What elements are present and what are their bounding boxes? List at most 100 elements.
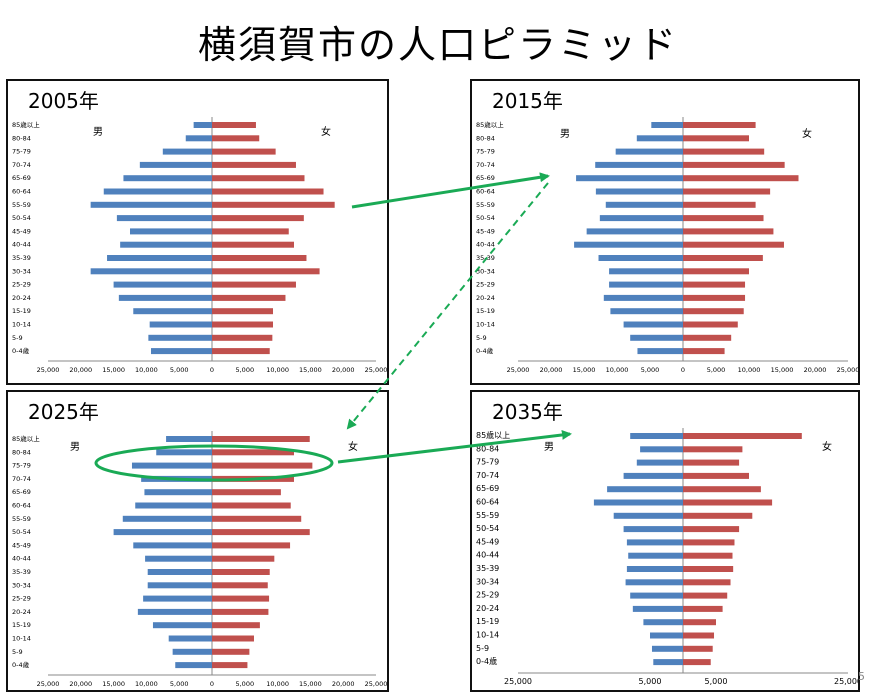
female-bar	[212, 188, 324, 195]
male-bar	[651, 645, 683, 652]
male-bar	[626, 539, 683, 546]
female-bar	[212, 334, 273, 341]
x-tick-label: 25,000	[37, 366, 60, 374]
male-bar	[175, 662, 212, 669]
age-label: 80-84	[12, 134, 31, 142]
x-tick-label: 20,000	[332, 680, 355, 688]
age-label: 30-34	[12, 581, 31, 589]
age-label: 75-79	[476, 458, 499, 467]
female-bar	[683, 592, 728, 599]
male-bar	[133, 542, 212, 549]
x-tick-label: 0	[210, 366, 214, 374]
age-label: 35-39	[12, 568, 31, 576]
female-bar	[212, 436, 310, 442]
male-bar	[574, 241, 683, 248]
male-bar	[609, 281, 683, 288]
x-tick-label: 20,000	[69, 366, 92, 374]
male-bar	[630, 433, 683, 439]
x-tick-label: 25,000	[504, 677, 532, 686]
male-bar	[150, 348, 212, 355]
female-bar	[683, 566, 734, 572]
female-bar	[683, 472, 749, 479]
chart-panel-2035: 2035年 85歳以上 80-84 75-79 70-74 65-69 60-64 55-5…	[470, 390, 860, 692]
pyramid-chart: 85歳以上 80-84 75-79 70-74 65-69 60-64 55-59 50-54…	[12, 431, 387, 688]
age-label: 55-59	[12, 515, 31, 523]
age-label: 70-74	[12, 161, 31, 169]
x-tick-label: 10,000	[135, 366, 158, 374]
male-bar	[643, 619, 683, 626]
age-label: 85歳以上	[12, 120, 40, 129]
female-bar	[212, 294, 286, 301]
x-tick-label: 5,000	[170, 366, 189, 374]
male-bar	[653, 659, 683, 666]
x-tick-label: 15,000	[299, 680, 322, 688]
female-label: 女	[321, 125, 331, 138]
age-label: 40-44	[476, 551, 499, 560]
age-label: 80-84	[476, 444, 499, 453]
female-bar	[683, 486, 761, 493]
age-label: 60-64	[12, 502, 31, 510]
age-label: 0-4歳	[476, 346, 494, 355]
male-bar	[135, 502, 212, 509]
female-bar	[683, 188, 771, 195]
age-label: 60-64	[12, 188, 31, 196]
male-bar	[607, 486, 683, 493]
male-bar	[193, 122, 212, 128]
male-bar	[90, 201, 212, 208]
female-bar	[212, 529, 310, 536]
female-bar	[212, 348, 270, 355]
female-bar	[212, 462, 313, 469]
chart-title: 2015年	[492, 89, 563, 113]
x-tick-label: 5,000	[707, 366, 726, 374]
female-bar	[212, 148, 276, 155]
female-bar	[212, 175, 305, 182]
male-bar	[610, 308, 683, 315]
age-label: 35-39	[476, 254, 495, 262]
female-bar	[683, 446, 743, 453]
male-bar	[162, 148, 212, 155]
male-label: 男	[93, 126, 103, 138]
female-bar	[212, 228, 289, 235]
male-bar	[605, 201, 683, 208]
x-tick-label: 5,000	[170, 680, 189, 688]
male-bar	[113, 529, 212, 536]
female-bar	[683, 433, 802, 439]
age-label: 40-44	[476, 241, 495, 249]
age-label: 65-69	[12, 174, 31, 182]
male-bar	[113, 281, 212, 288]
male-bar	[185, 135, 212, 142]
male-bar	[593, 499, 683, 506]
age-label: 25-29	[476, 591, 499, 600]
age-label: 75-79	[476, 148, 495, 156]
age-label: 45-49	[476, 227, 495, 235]
female-bar	[212, 622, 260, 629]
x-tick-label: 20,000	[69, 680, 92, 688]
age-label: 20-24	[476, 604, 499, 613]
male-bar	[152, 622, 212, 629]
page-title: 横須賀市の人口ピラミッド	[197, 23, 678, 67]
female-bar	[683, 459, 740, 466]
female-bar	[212, 281, 296, 288]
pyramid-chart: 85歳以上 80-84 75-79 70-74 65-69 60-64 55-59 50-54…	[476, 428, 858, 686]
age-label: 50-54	[476, 214, 495, 222]
male-bar	[118, 294, 212, 301]
male-bar	[131, 462, 212, 469]
female-bar	[212, 255, 307, 261]
male-bar	[144, 489, 212, 496]
age-label: 85歳以上	[476, 430, 510, 440]
age-label: 75-79	[12, 148, 31, 156]
female-bar	[683, 308, 744, 315]
female-bar	[212, 215, 304, 222]
age-label: 30-34	[476, 267, 495, 275]
male-bar	[130, 228, 212, 235]
age-label: 15-19	[12, 307, 31, 315]
age-label: 10-14	[476, 631, 499, 640]
x-tick-label: 5,000	[235, 366, 254, 374]
female-bar	[212, 161, 296, 168]
x-tick-label: 10,000	[738, 366, 761, 374]
female-bar	[683, 645, 713, 652]
female-bar	[212, 475, 294, 482]
male-bar	[576, 175, 683, 182]
male-bar	[103, 188, 212, 195]
age-label: 20-24	[12, 294, 31, 302]
